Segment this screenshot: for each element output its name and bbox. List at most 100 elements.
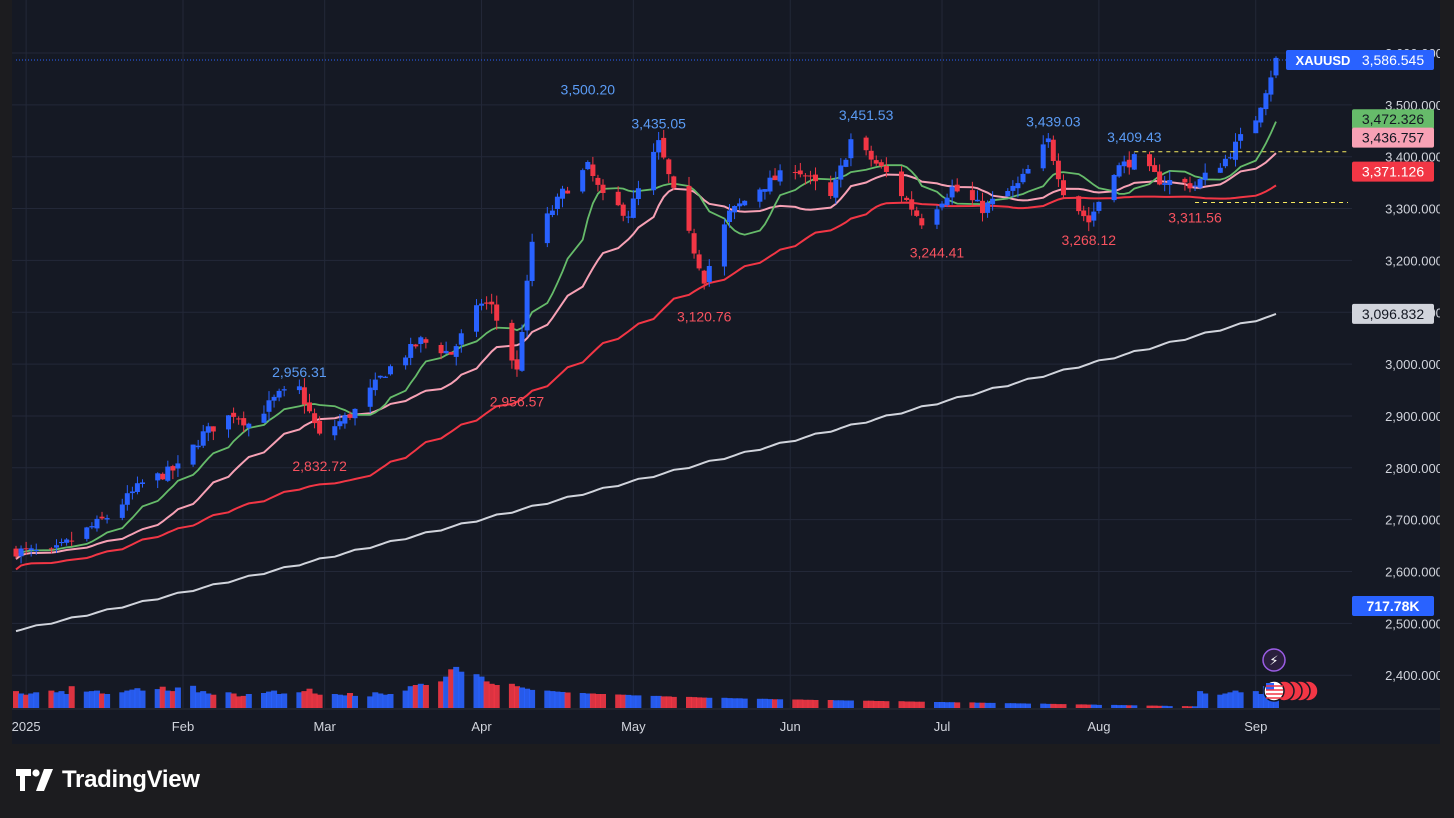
volume-bar bbox=[1014, 703, 1021, 708]
price-annotation: 2,832.72 bbox=[292, 458, 347, 474]
volume-bar bbox=[28, 693, 35, 708]
candle-body bbox=[737, 203, 743, 207]
candle-body bbox=[1152, 165, 1158, 172]
candle-body bbox=[969, 190, 975, 201]
volume-bar bbox=[1232, 690, 1239, 708]
x-tick-label: Mar bbox=[313, 719, 336, 734]
candle-body bbox=[802, 175, 808, 177]
volume-bar bbox=[934, 702, 940, 708]
candle-body bbox=[89, 526, 95, 528]
volume-bar bbox=[635, 695, 642, 708]
candle-body bbox=[408, 344, 414, 358]
volume-bar bbox=[918, 701, 925, 708]
x-tick-label: 2025 bbox=[12, 719, 41, 734]
y-tick-label: 3,200.000 bbox=[1385, 253, 1440, 268]
candle-body bbox=[954, 184, 960, 192]
candle-body bbox=[990, 198, 996, 205]
candle-body bbox=[13, 548, 19, 557]
candle-body bbox=[1081, 210, 1087, 217]
volume-bar bbox=[949, 702, 956, 708]
volume-bar bbox=[83, 691, 90, 708]
volume-bar bbox=[1131, 705, 1138, 708]
candle-body bbox=[1197, 179, 1203, 188]
volume-bar bbox=[53, 692, 60, 708]
candle-body bbox=[165, 466, 171, 481]
volume-bar bbox=[483, 681, 490, 708]
tradingview-brand[interactable]: TradingView bbox=[16, 764, 200, 796]
volume-bar bbox=[772, 699, 778, 708]
candle-body bbox=[1222, 158, 1228, 167]
volume-bar bbox=[650, 695, 657, 708]
candle-body bbox=[94, 518, 100, 529]
volume-bar bbox=[301, 691, 308, 708]
candle-body bbox=[742, 200, 748, 206]
candle-body bbox=[1192, 185, 1198, 187]
candle-body bbox=[509, 322, 515, 361]
volume-bar bbox=[701, 697, 708, 708]
candle-body bbox=[226, 415, 231, 430]
candle-body bbox=[423, 339, 429, 343]
axis-price-label bbox=[1352, 109, 1434, 130]
candle-body bbox=[205, 426, 211, 433]
y-tick-label: 2,600.000 bbox=[1385, 565, 1440, 580]
candle-body bbox=[651, 151, 657, 191]
candle-body bbox=[175, 463, 181, 469]
candle-body bbox=[69, 540, 75, 542]
volume-bar bbox=[726, 698, 733, 708]
volume-bar bbox=[1156, 705, 1163, 708]
volume-bar bbox=[827, 700, 834, 708]
volume-bar bbox=[584, 693, 591, 708]
candle-body bbox=[767, 177, 773, 192]
volume-bar bbox=[1192, 706, 1198, 708]
candle-body bbox=[732, 206, 738, 213]
volume-bar bbox=[352, 695, 358, 708]
candle-body bbox=[48, 548, 54, 550]
candle-body bbox=[944, 197, 950, 206]
candle-body bbox=[1253, 120, 1259, 134]
volume-bar bbox=[1252, 691, 1259, 708]
candle-body bbox=[934, 209, 940, 225]
candle-body bbox=[170, 466, 176, 471]
volume-bar bbox=[969, 702, 976, 708]
candle-body bbox=[706, 266, 712, 283]
volume-bar bbox=[847, 700, 854, 708]
y-tick-label: 2,400.000 bbox=[1385, 668, 1440, 683]
candle-body bbox=[792, 172, 798, 173]
lightning-glyph: ⚡ bbox=[1269, 654, 1278, 669]
volume-bar bbox=[402, 690, 409, 708]
volume-bar bbox=[377, 693, 384, 708]
volume-bar bbox=[660, 696, 667, 708]
volume-bar bbox=[1257, 694, 1264, 708]
volume-bar bbox=[721, 697, 728, 708]
price-chart[interactable]: 2,400.000 2,500.000 2,600.000 2,700.000 2,80… bbox=[12, 0, 1440, 744]
candle-body bbox=[1086, 215, 1092, 223]
candle-body bbox=[691, 233, 697, 254]
candle-body bbox=[342, 415, 348, 424]
volume-bar bbox=[1161, 705, 1168, 708]
volume-bar bbox=[210, 694, 217, 708]
candle-body bbox=[863, 137, 869, 151]
candle-body bbox=[200, 431, 206, 446]
volume-bar bbox=[276, 694, 283, 708]
axis-price-value: 3,586.545 bbox=[1362, 52, 1424, 68]
price-annotation: 3,451.53 bbox=[839, 107, 894, 123]
candle-body bbox=[119, 504, 125, 518]
price-annotation: 3,435.05 bbox=[631, 116, 686, 132]
volume-bar bbox=[443, 676, 450, 708]
candle-body bbox=[519, 332, 525, 371]
volume-bar bbox=[954, 702, 961, 708]
candle-body bbox=[625, 216, 631, 218]
candle-body bbox=[23, 548, 29, 550]
volume-bar bbox=[58, 691, 65, 708]
volume-bar bbox=[488, 683, 495, 708]
candle-body bbox=[868, 150, 874, 160]
volume-bar bbox=[261, 693, 267, 708]
candle-body bbox=[904, 197, 910, 200]
chart-panel[interactable]: 2,400.000 2,500.000 2,600.000 2,700.000 2,80… bbox=[12, 0, 1440, 744]
axis-price-label bbox=[1352, 303, 1434, 324]
volume-bar bbox=[989, 702, 996, 708]
candle-body bbox=[129, 491, 135, 494]
volume-bar bbox=[448, 669, 455, 708]
candle-body bbox=[1116, 165, 1122, 177]
candle-body bbox=[479, 303, 484, 306]
